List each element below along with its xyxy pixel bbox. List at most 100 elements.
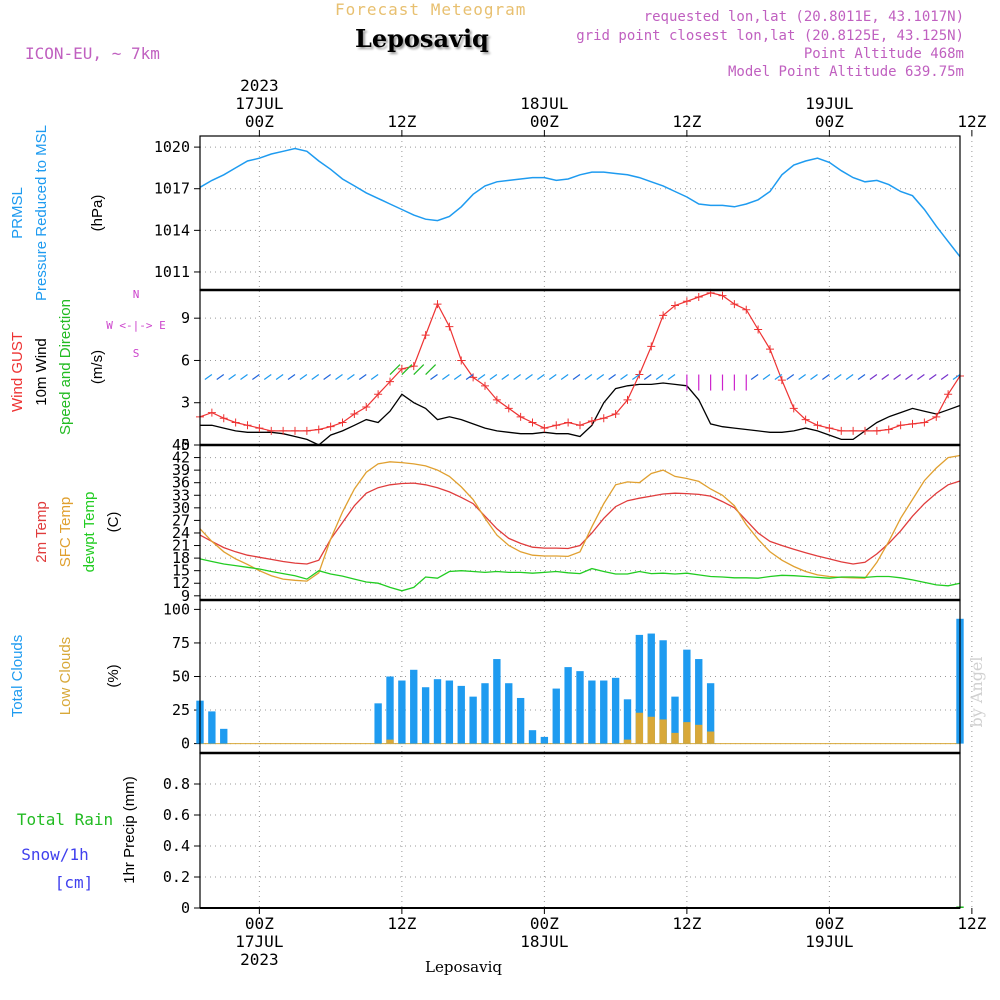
chart-supertitle: Forecast Meteogram — [335, 0, 527, 19]
snow-unit-label: [cm] — [55, 873, 94, 892]
wind-arrow — [252, 374, 260, 381]
gust-marker — [564, 418, 573, 427]
wind-arrow — [905, 374, 913, 381]
y-tick-label: 33 — [172, 486, 190, 504]
gust-marker — [219, 414, 228, 423]
dewpt-temp-line — [199, 558, 961, 592]
low-clouds-label: Low Clouds — [57, 637, 74, 715]
y-tick-label: 1017 — [154, 180, 190, 198]
y-tick-label: 39 — [172, 461, 190, 479]
gust-marker — [231, 418, 240, 427]
gust-marker — [789, 404, 798, 413]
wind-arrow — [389, 364, 401, 375]
x-tick-label-bottom: 2023 — [240, 950, 279, 969]
y-tick-label: 9 — [181, 587, 190, 605]
gust-marker — [908, 419, 917, 428]
x-tick-label-bottom: 12Z — [387, 914, 416, 933]
y-tick-label: 0 — [181, 899, 190, 917]
y-tick-label: 1011 — [154, 263, 190, 281]
y-tick-label: 50 — [172, 668, 190, 686]
wind-arrow — [465, 374, 474, 381]
wind-arrow — [347, 374, 355, 381]
gust-marker — [813, 421, 822, 430]
footer-location: Leposaviq — [425, 958, 502, 976]
gust-marker — [445, 322, 454, 331]
wind-speed-line — [200, 382, 961, 446]
gust-marker — [516, 412, 525, 421]
total-cloud-bar — [433, 679, 442, 744]
wind-arrow — [584, 374, 593, 381]
y-tick-label: 0.4 — [163, 837, 190, 855]
gust-marker — [433, 300, 442, 309]
wind-arrow — [952, 374, 961, 381]
x-tick-label-top: 00Z — [815, 112, 844, 131]
low-cloud-bar — [386, 739, 394, 744]
y-tick-label: 12 — [172, 574, 190, 592]
total-cloud-bar — [540, 736, 549, 744]
gust-marker — [884, 425, 893, 434]
wind-arrow — [822, 374, 830, 381]
gust-marker — [872, 426, 881, 435]
x-tick-label-bottom: 17JUL — [235, 932, 283, 951]
gust-marker — [255, 424, 264, 433]
gust-marker — [374, 390, 383, 399]
gust-marker — [540, 424, 549, 433]
wind-arrow — [798, 374, 806, 381]
gust-marker — [671, 301, 679, 310]
y-tick-label: 27 — [172, 511, 190, 529]
gust-marker — [314, 425, 323, 434]
gust-marker — [825, 424, 834, 433]
gust-marker — [599, 414, 608, 423]
gust-marker — [291, 426, 299, 435]
wind-arrow — [489, 374, 498, 381]
total-cloud-bar — [647, 633, 655, 744]
gust-marker — [267, 426, 276, 435]
y-tick-label: 42 — [172, 449, 190, 467]
low-cloud-bar — [695, 724, 703, 744]
total-rain-label: Total Rain — [17, 810, 113, 829]
wind-arrow — [833, 374, 842, 381]
wind-arrow — [228, 374, 236, 381]
total-cloud-bar — [588, 680, 596, 744]
gust-marker — [635, 370, 644, 379]
temp-unit: (C) — [105, 512, 122, 533]
gust-marker — [362, 402, 371, 411]
x-tick-label-top: 00Z — [245, 112, 274, 131]
wind-arrow — [548, 374, 557, 381]
gust-marker — [861, 426, 869, 435]
gust-marker — [801, 415, 810, 424]
gust-marker — [777, 376, 786, 385]
gust-marker — [504, 404, 513, 413]
gust-marker — [896, 421, 905, 430]
total-cloud-bar — [552, 688, 560, 744]
wind-arrow — [525, 374, 533, 381]
compass-west-east: W <-|-> E — [106, 319, 166, 332]
wind-arrow — [323, 374, 331, 381]
gust-marker — [837, 426, 846, 435]
wind-arrow — [608, 374, 616, 381]
wind-arrow — [204, 374, 213, 381]
gust-marker — [243, 421, 252, 430]
gust-marker — [587, 417, 596, 426]
temp-2m-label: 2m Temp — [33, 501, 50, 562]
y-tick-label: 24 — [172, 524, 190, 542]
wind-arrow — [596, 374, 605, 381]
low-cloud-bar — [635, 712, 644, 744]
y-tick-label: 3 — [181, 394, 190, 412]
wind-arrow — [370, 374, 379, 381]
total-cloud-bar — [421, 687, 430, 744]
x-tick-label-bottom: 00Z — [815, 914, 844, 933]
precip-panel-frame — [199, 752, 961, 909]
wind-arrow — [560, 374, 569, 381]
gust-marker — [207, 408, 216, 417]
wind-gust-line — [199, 292, 961, 432]
wind-arrow — [216, 374, 225, 381]
wind-arrow — [240, 374, 248, 381]
gust-marker — [386, 377, 394, 386]
total-cloud-bar — [623, 699, 632, 744]
gust-marker — [718, 291, 727, 300]
wind-arrow — [311, 374, 320, 381]
wind-gust-label: Wind GUST — [9, 332, 26, 412]
snow-label: Snow/1h — [21, 845, 88, 864]
total-cloud-bar — [493, 659, 501, 744]
